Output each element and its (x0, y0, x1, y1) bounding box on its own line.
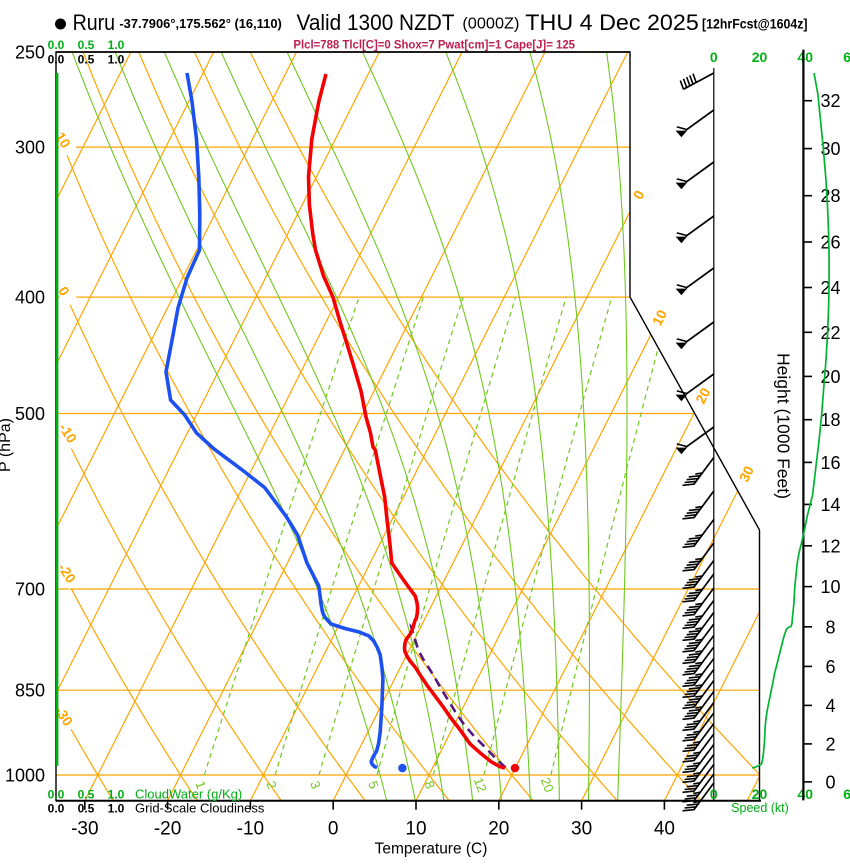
svg-text:5: 5 (365, 779, 382, 791)
svg-text:1.0: 1.0 (108, 788, 125, 802)
svg-text:400: 400 (15, 288, 45, 308)
svg-text:-30: -30 (71, 819, 98, 840)
svg-text:250: 250 (15, 43, 45, 63)
svg-text:14: 14 (820, 495, 840, 515)
svg-text:0.5: 0.5 (78, 802, 95, 816)
svg-text:40: 40 (654, 819, 675, 840)
svg-text:-37.7906°,175.562° (16,110): -37.7906°,175.562° (16,110) (119, 16, 281, 31)
svg-text:0.0: 0.0 (48, 802, 65, 816)
svg-text:20: 20 (488, 819, 509, 840)
svg-text:0.0: 0.0 (48, 38, 65, 52)
svg-text:40: 40 (797, 786, 813, 802)
svg-text:Plcl=788 Tlcl[C]=0 Shox=7 Pwat: Plcl=788 Tlcl[C]=0 Shox=7 Pwat[cm]=1 Cap… (293, 38, 575, 52)
svg-text:Temperature (C): Temperature (C) (375, 841, 488, 858)
svg-text:30: 30 (736, 463, 757, 484)
svg-text:Height (1000 Feet): Height (1000 Feet) (774, 353, 794, 499)
svg-text:30: 30 (571, 819, 592, 840)
svg-text:6: 6 (825, 657, 835, 677)
svg-text:2: 2 (825, 734, 835, 754)
svg-text:30: 30 (820, 139, 840, 159)
svg-text:CloudWater (g/Kg): CloudWater (g/Kg) (135, 787, 242, 802)
svg-text:1.0: 1.0 (108, 38, 125, 52)
svg-text:300: 300 (15, 138, 45, 158)
svg-text:10: 10 (820, 577, 840, 597)
svg-text:0: 0 (328, 819, 339, 840)
svg-text:10: 10 (405, 819, 426, 840)
svg-text:0: 0 (825, 772, 835, 792)
svg-text:0.0: 0.0 (48, 788, 65, 802)
svg-text:2: 2 (263, 779, 280, 791)
svg-text:1000: 1000 (5, 766, 45, 786)
svg-text:18: 18 (820, 410, 840, 430)
svg-text:-20: -20 (154, 819, 181, 840)
svg-text:(0000Z): (0000Z) (462, 16, 519, 33)
svg-text:28: 28 (820, 186, 840, 206)
svg-text:1: 1 (192, 779, 209, 791)
svg-text:1.0: 1.0 (108, 53, 125, 67)
svg-text:Valid 1300 NZDT: Valid 1300 NZDT (297, 10, 455, 35)
svg-text:60: 60 (843, 786, 850, 802)
svg-text:8: 8 (825, 617, 835, 637)
svg-text:THU 4 Dec 2025: THU 4 Dec 2025 (525, 10, 699, 35)
svg-text:8: 8 (421, 779, 438, 791)
svg-text:Grid-Scale Cloudiness: Grid-Scale Cloudiness (135, 801, 265, 816)
svg-text:20: 20 (692, 385, 713, 406)
svg-text:850: 850 (15, 681, 45, 701)
svg-text:4: 4 (825, 696, 835, 716)
svg-text:20: 20 (752, 786, 768, 802)
svg-text:12: 12 (471, 775, 490, 794)
svg-text:500: 500 (15, 404, 45, 424)
svg-text:-10: -10 (237, 819, 264, 840)
svg-text:22: 22 (820, 323, 840, 343)
svg-text:Speed (kt): Speed (kt) (731, 801, 789, 815)
svg-text:Ruru: Ruru (73, 10, 116, 35)
svg-text:P (hPa): P (hPa) (0, 418, 14, 472)
svg-text:0: 0 (710, 786, 718, 802)
svg-text:0.5: 0.5 (78, 53, 95, 67)
svg-text:32: 32 (820, 91, 840, 111)
svg-text:20: 20 (752, 49, 768, 65)
svg-text:26: 26 (820, 233, 840, 253)
svg-text:700: 700 (15, 580, 45, 600)
svg-text:0.0: 0.0 (48, 53, 65, 67)
svg-text:[12hrFcst@1604z]: [12hrFcst@1604z] (702, 17, 808, 32)
svg-text:10: 10 (649, 307, 670, 328)
svg-text:12: 12 (820, 536, 840, 556)
svg-text:60: 60 (843, 49, 850, 65)
svg-text:0.5: 0.5 (78, 38, 95, 52)
svg-text:24: 24 (820, 278, 840, 298)
svg-text:0: 0 (710, 49, 718, 65)
svg-text:3: 3 (307, 779, 324, 791)
svg-text:16: 16 (820, 453, 840, 473)
svg-text:1.0: 1.0 (108, 802, 125, 816)
svg-text:20: 20 (538, 775, 557, 794)
svg-text:40: 40 (797, 49, 813, 65)
svg-text:0.5: 0.5 (78, 788, 95, 802)
